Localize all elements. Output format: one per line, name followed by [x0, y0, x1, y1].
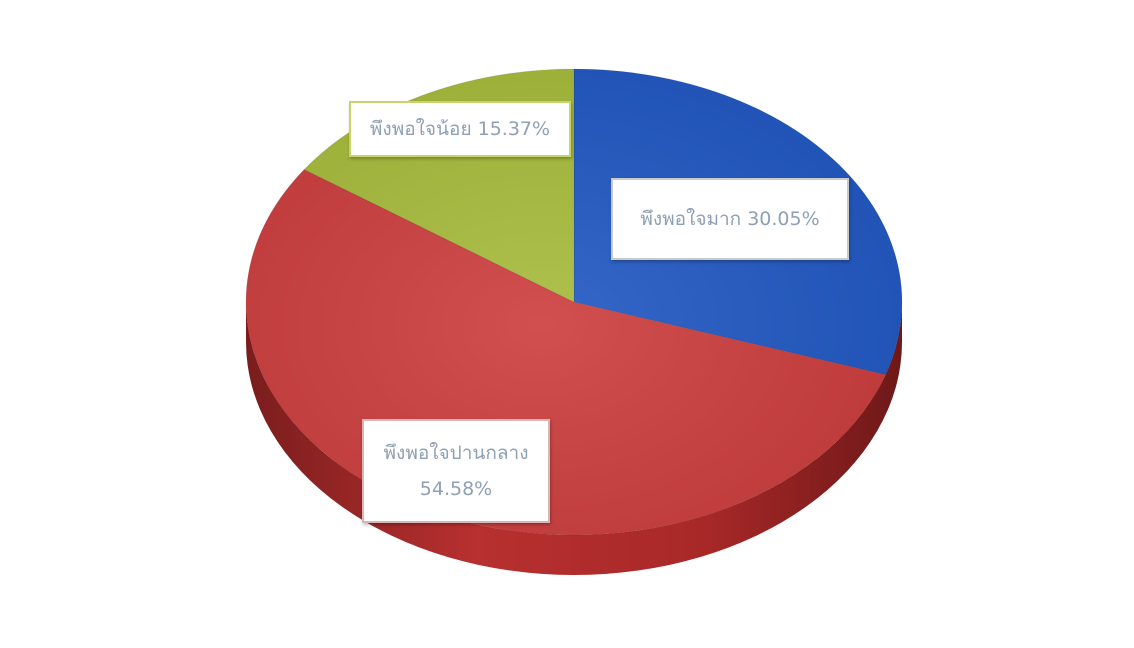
- pie-slices: [245, 68, 903, 536]
- slice-label-high: พึงพอใจมาก 30.05%: [611, 178, 849, 260]
- slice-label-medium: พึงพอใจปานกลาง 54.58%: [362, 419, 550, 523]
- pie-top-shading: [246, 69, 902, 535]
- slice-label-high-text: พึงพอใจมาก 30.05%: [640, 208, 820, 230]
- slice-label-medium-name: พึงพอใจปานกลาง: [383, 441, 529, 464]
- slice-label-low-text: พึงพอใจน้อย 15.37%: [369, 118, 551, 140]
- slice-label-low: พึงพอใจน้อย 15.37%: [349, 101, 571, 157]
- slice-label-medium-value: 54.58%: [419, 478, 493, 500]
